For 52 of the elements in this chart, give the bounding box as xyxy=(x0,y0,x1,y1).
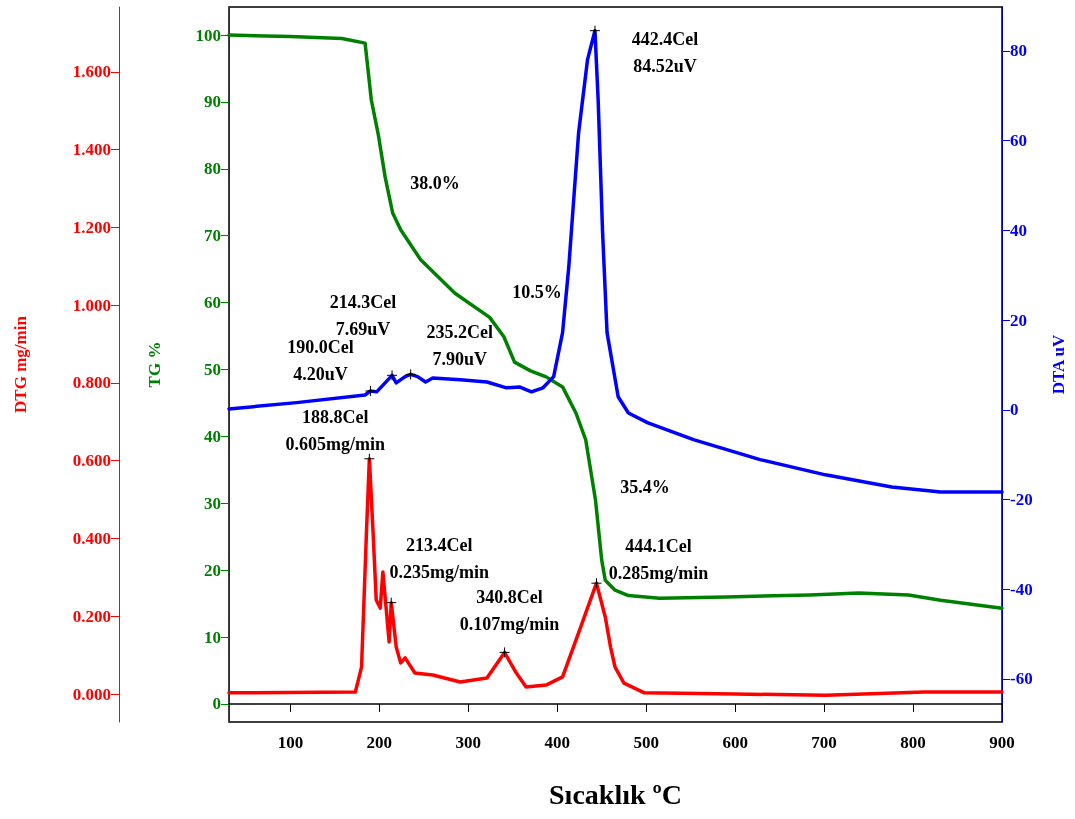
data-label: 188.8Cel 0.605mg/min xyxy=(285,407,386,455)
y3-tick-label: 0.400 xyxy=(72,528,111,548)
x-tick-label: 400 xyxy=(544,733,570,752)
y3-tick-label: 0.200 xyxy=(72,606,111,626)
y2-axis-title: DTA uV xyxy=(1049,333,1068,395)
x-axis-title: Sıcaklık ºC xyxy=(549,778,682,810)
x-tick-label: 500 xyxy=(633,733,659,752)
x-tick-label: 600 xyxy=(722,733,748,752)
x-tick-label: 900 xyxy=(989,733,1015,752)
y-axis-title: TG % xyxy=(145,341,164,388)
y-tick-label: 20 xyxy=(204,560,221,580)
data-label: 444.1Cel 0.285mg/min xyxy=(608,535,709,583)
y2-tick-label: 80 xyxy=(1010,41,1027,61)
y3-tick-label: 0.000 xyxy=(72,684,111,704)
y3-tick-label: 1.600 xyxy=(72,62,111,82)
x-tick-label: 800 xyxy=(900,733,926,752)
data-label: 340.8Cel 0.107mg/min xyxy=(459,586,560,634)
y2-tick-label: -40 xyxy=(1010,579,1033,599)
data-label: 235.2Cel 7.90uV xyxy=(426,321,493,369)
y3-tick-label: 1.200 xyxy=(72,217,111,237)
x-tick-label: 700 xyxy=(811,733,837,752)
x-tick-label: 300 xyxy=(455,733,482,752)
y3-tick-label: 0.600 xyxy=(72,451,111,471)
data-label: 213.4Cel 0.235mg/min xyxy=(389,535,490,583)
y2-tick-label: 0 xyxy=(1010,400,1019,420)
y2-tick-label: 60 xyxy=(1010,131,1027,151)
y2-tick-label: -20 xyxy=(1010,490,1033,510)
y3-axis-title: DTG mg/min xyxy=(11,315,30,413)
y2-tick-label: 20 xyxy=(1010,310,1027,330)
y2-tick-label: -60 xyxy=(1010,669,1033,689)
annotation: 38.0% xyxy=(410,173,460,193)
y3-tick-label: 1.000 xyxy=(72,295,111,315)
x-tick-label: 100 xyxy=(277,733,304,752)
y-tick-label: 90 xyxy=(204,92,221,112)
y3-tick-label: 1.400 xyxy=(72,140,111,160)
annotation: 10.5% xyxy=(512,282,562,302)
y-tick-label: 70 xyxy=(204,226,221,246)
y-tick-label: 30 xyxy=(204,493,221,513)
y-tick-label: 50 xyxy=(204,360,221,380)
y-tick-label: 100 xyxy=(195,25,221,45)
data-label: 214.3Cel 7.69uV xyxy=(329,291,397,339)
x-tick-label: 200 xyxy=(366,733,393,752)
y-tick-label: 40 xyxy=(204,426,221,446)
y3-tick-label: 0.800 xyxy=(72,373,111,393)
data-label: 442.4Cel 84.52uV xyxy=(631,29,699,77)
data-label: 190.0Cel 4.20uV xyxy=(287,337,354,385)
y2-tick-label: 40 xyxy=(1010,220,1027,240)
y-tick-label: 60 xyxy=(204,293,221,313)
y-tick-label: 80 xyxy=(204,159,221,179)
y-tick-label: 0 xyxy=(212,694,221,714)
y-tick-label: 10 xyxy=(204,627,221,647)
annotation: 35.4% xyxy=(620,477,670,497)
